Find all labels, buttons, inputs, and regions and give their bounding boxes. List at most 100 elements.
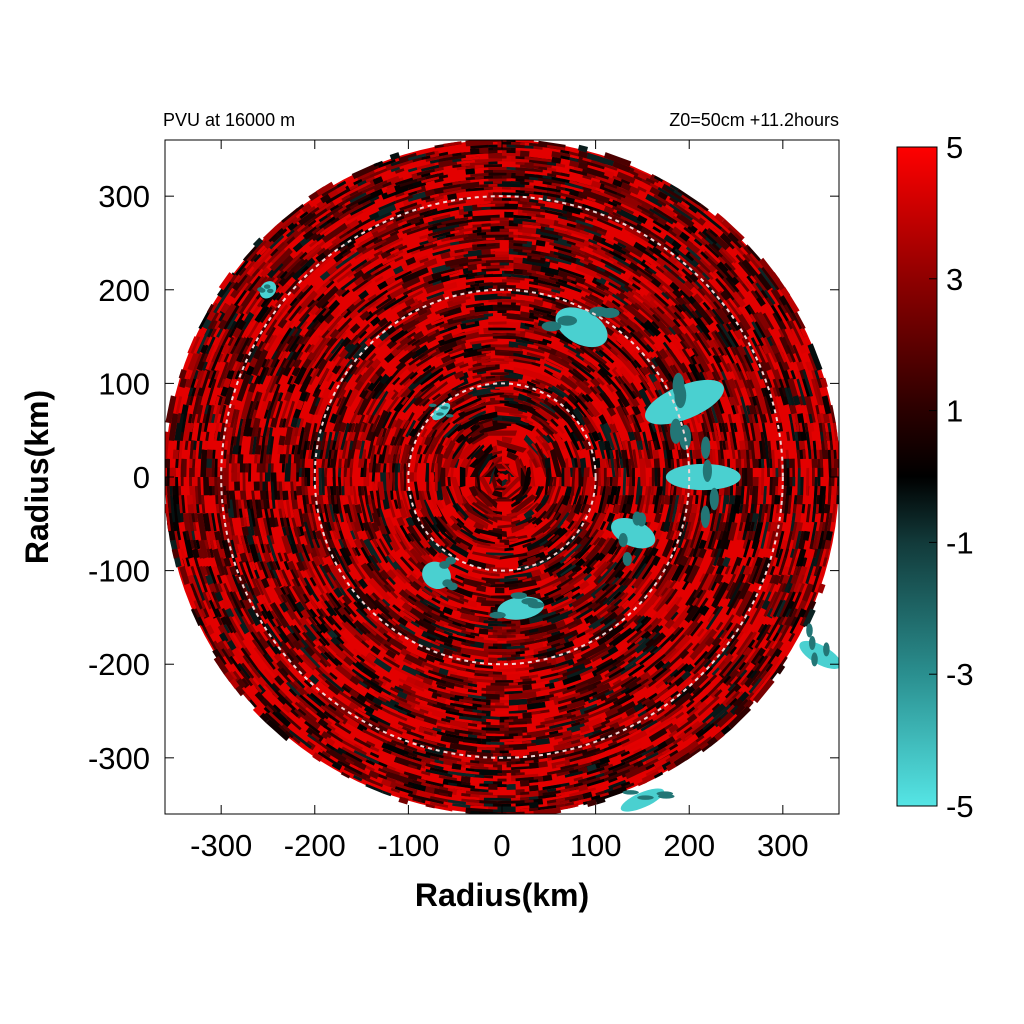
field-cell	[371, 221, 399, 239]
field-cell	[711, 636, 722, 648]
field-cell	[694, 612, 702, 622]
field-cell	[350, 695, 367, 708]
field-cell	[351, 547, 358, 557]
field-cell	[713, 396, 725, 424]
field-cell	[341, 594, 352, 606]
field-cell	[269, 247, 293, 272]
field-cell	[677, 530, 687, 549]
field-cell	[697, 695, 720, 717]
field-cell	[497, 778, 507, 782]
field-cell	[555, 349, 575, 364]
field-cell	[754, 290, 762, 299]
field-cell	[291, 365, 301, 377]
field-cell	[631, 296, 640, 304]
field-cell	[778, 378, 785, 389]
field-cell	[438, 158, 458, 168]
field-cell	[499, 552, 528, 560]
field-cell	[663, 250, 672, 258]
field-cell	[479, 282, 507, 287]
field-cell	[761, 343, 771, 355]
field-cell	[359, 337, 368, 346]
field-cell	[764, 639, 772, 650]
field-cell	[318, 467, 322, 496]
field-cell	[295, 399, 304, 411]
field-cell	[492, 753, 502, 757]
field-cell	[385, 554, 402, 572]
field-cell	[643, 547, 650, 557]
field-cell	[223, 386, 235, 406]
field-cell	[715, 306, 731, 325]
field-cell	[624, 570, 633, 580]
field-cell	[354, 547, 361, 557]
field-cell	[452, 529, 478, 547]
field-cell	[506, 657, 516, 661]
field-cell	[732, 298, 741, 308]
field-cell	[465, 286, 476, 292]
field-cell	[372, 696, 383, 707]
field-cell	[280, 585, 299, 613]
field-cell	[535, 414, 558, 435]
field-cell	[624, 676, 644, 692]
field-cell	[240, 535, 248, 554]
field-cell	[428, 499, 435, 510]
field-cell	[663, 305, 679, 321]
field-cell	[258, 391, 272, 419]
field-cell	[460, 331, 480, 342]
field-cell	[579, 666, 598, 677]
field-cell	[270, 481, 276, 509]
field-cell	[470, 632, 480, 637]
field-cell	[504, 547, 514, 552]
field-cell	[262, 472, 265, 482]
field-cell	[329, 413, 338, 424]
field-cell	[205, 591, 212, 601]
field-cell	[465, 168, 475, 175]
field-cell	[440, 735, 460, 745]
field-cell	[722, 248, 737, 264]
field-cell	[718, 354, 730, 373]
field-cell	[652, 313, 661, 323]
field-cell	[322, 724, 332, 732]
field-cell	[583, 358, 600, 373]
field-cell	[531, 379, 541, 385]
field-cell	[374, 211, 392, 222]
field-cell	[486, 691, 496, 695]
field-cell	[772, 387, 778, 397]
field-cell	[394, 334, 413, 351]
field-cell	[626, 477, 630, 487]
field-cell	[515, 167, 543, 173]
field-cell	[312, 555, 322, 567]
field-cell	[550, 598, 577, 613]
field-cell	[254, 454, 258, 464]
field-cell	[522, 388, 532, 394]
field-cell	[733, 495, 742, 514]
field-cell	[235, 574, 244, 585]
field-cell	[802, 530, 811, 541]
field-cell	[234, 632, 247, 649]
field-cell	[341, 289, 350, 298]
field-cell	[490, 583, 519, 588]
field-cell	[483, 164, 502, 168]
field-cell	[474, 769, 502, 776]
field-cell	[291, 343, 299, 353]
field-cell	[338, 458, 342, 468]
field-cell	[745, 573, 752, 584]
field-cell	[649, 365, 658, 375]
field-cell	[567, 610, 578, 618]
field-cell	[535, 724, 546, 729]
field-cell	[384, 516, 397, 536]
field-cell	[198, 539, 209, 559]
field-cell	[369, 255, 379, 263]
field-cell	[750, 647, 766, 666]
field-cell	[298, 701, 307, 710]
field-cell	[430, 462, 435, 473]
field-cell	[674, 676, 685, 687]
field-cell	[590, 180, 602, 189]
field-cell	[644, 267, 654, 276]
field-cell	[672, 209, 682, 217]
field-cell	[764, 440, 770, 468]
field-cell	[331, 363, 342, 375]
field-cell	[655, 680, 665, 689]
field-cell	[206, 378, 217, 406]
field-cell	[472, 569, 482, 575]
field-cell	[436, 400, 445, 409]
